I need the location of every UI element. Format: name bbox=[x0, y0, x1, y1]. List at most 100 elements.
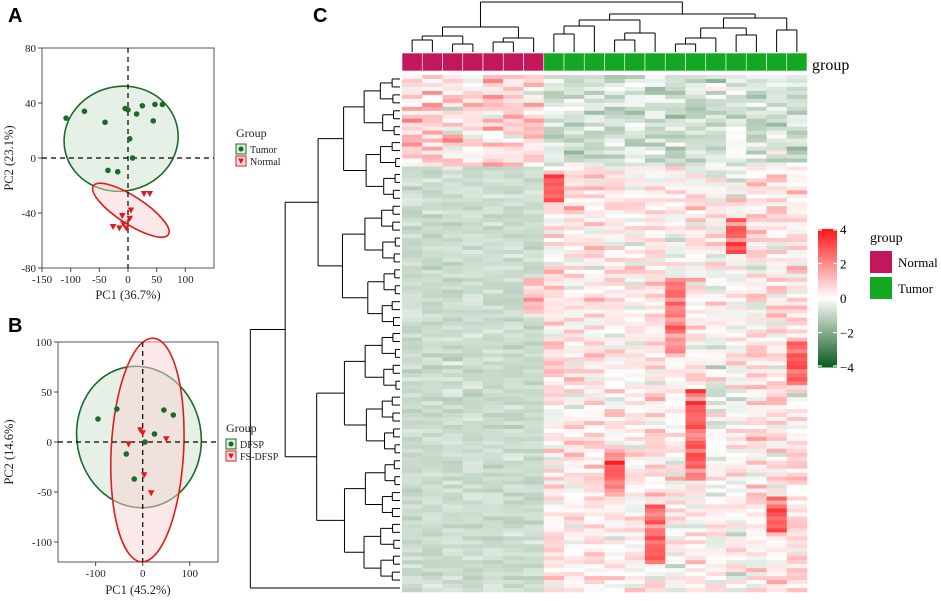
heatmap-cell bbox=[442, 341, 464, 346]
heatmap-cell bbox=[786, 90, 808, 96]
heatmap-cell bbox=[766, 281, 788, 287]
heatmap-cell bbox=[483, 238, 504, 243]
heatmap-cell bbox=[483, 381, 504, 386]
heatmap-cell bbox=[523, 313, 545, 318]
heatmap-cell bbox=[705, 114, 727, 120]
heatmap-cell bbox=[766, 349, 788, 354]
heatmap-cell bbox=[766, 325, 788, 330]
heatmap-cell bbox=[685, 472, 707, 477]
heatmap-cell bbox=[543, 126, 565, 131]
heatmap-cell bbox=[422, 186, 443, 191]
heatmap-cell bbox=[604, 293, 626, 299]
heatmap-cell bbox=[503, 134, 524, 139]
heatmap-cell bbox=[402, 576, 423, 581]
heatmap-cell bbox=[766, 476, 788, 481]
heatmap-cell bbox=[786, 321, 808, 326]
heatmap-cell bbox=[584, 134, 605, 139]
color-scale-step bbox=[818, 362, 837, 366]
heatmap-cell bbox=[442, 166, 464, 171]
heatmap-cell bbox=[786, 349, 808, 354]
heatmap-cell bbox=[685, 106, 707, 112]
heatmap-cell bbox=[624, 460, 646, 466]
heatmap-cell bbox=[462, 178, 484, 183]
heatmap-cell bbox=[604, 325, 626, 330]
heatmap-cell bbox=[422, 452, 443, 458]
heatmap-cell bbox=[766, 361, 788, 366]
heatmap-cell bbox=[584, 202, 605, 207]
heatmap-cell bbox=[442, 432, 464, 438]
heatmap-cell bbox=[422, 317, 443, 322]
panel-letter-c: C bbox=[313, 5, 327, 27]
heatmap-cell bbox=[442, 361, 464, 366]
heatmap-cell bbox=[786, 353, 808, 358]
heatmap-cell bbox=[442, 508, 464, 513]
heatmap-cell bbox=[483, 444, 504, 450]
heatmap-cell bbox=[685, 484, 707, 489]
heatmap-cell bbox=[483, 130, 504, 135]
heatmap-cell bbox=[746, 301, 767, 306]
heatmap-cell bbox=[786, 98, 808, 104]
group-cell-normal bbox=[502, 52, 524, 72]
heatmap-cell bbox=[422, 194, 443, 199]
heatmap-cell bbox=[584, 130, 605, 135]
heatmap-cell bbox=[766, 297, 788, 302]
group-cell-tumor bbox=[624, 52, 646, 72]
heatmap-cell bbox=[503, 409, 524, 414]
heatmap-cell bbox=[665, 246, 686, 251]
heatmap-cell bbox=[422, 126, 443, 131]
heatmap-cell bbox=[442, 329, 464, 334]
heatmap-cell bbox=[665, 138, 686, 143]
heatmap-cell bbox=[624, 110, 646, 116]
heatmap-cell bbox=[402, 281, 423, 287]
heatmap-cell bbox=[402, 230, 423, 235]
heatmap-cell bbox=[685, 301, 707, 306]
heatmap-group-legend: group Normal Tumor bbox=[870, 231, 938, 299]
heatmap-cell bbox=[604, 424, 626, 430]
heatmap-cell bbox=[442, 409, 464, 414]
heatmap-cell bbox=[705, 253, 727, 259]
heatmap-cell bbox=[422, 297, 443, 302]
heatmap-cell bbox=[665, 325, 686, 330]
heatmap-cell bbox=[584, 317, 605, 322]
heatmap-cell bbox=[402, 588, 423, 593]
heatmap-cell bbox=[645, 297, 666, 302]
heatmap-cell bbox=[462, 401, 484, 406]
heatmap-cell bbox=[462, 568, 484, 573]
heatmap-cell bbox=[442, 138, 464, 143]
heatmap-cell bbox=[543, 444, 565, 450]
heatmap-cell bbox=[462, 305, 484, 310]
heatmap-cell bbox=[422, 369, 443, 374]
heatmap-cell bbox=[564, 297, 585, 302]
heatmap-cell bbox=[543, 548, 565, 553]
heatmap-cell bbox=[483, 544, 504, 549]
heatmap-cell bbox=[705, 460, 727, 466]
heatmap-cell bbox=[543, 86, 565, 92]
y-tick-label: 40 bbox=[25, 98, 37, 110]
heatmap-cell bbox=[624, 222, 646, 227]
heatmap-cell bbox=[564, 428, 585, 434]
heatmap-cell bbox=[665, 369, 686, 374]
heatmap-cell bbox=[645, 409, 666, 414]
heatmap-cell bbox=[584, 580, 605, 585]
heatmap-cell bbox=[624, 520, 646, 525]
heatmap-cell bbox=[766, 90, 788, 96]
heatmap-cell bbox=[483, 202, 504, 207]
heatmap-cell bbox=[402, 138, 423, 143]
heatmap-cell bbox=[766, 249, 788, 255]
heatmap-cell bbox=[645, 468, 666, 473]
heatmap-cell bbox=[523, 178, 545, 183]
heatmap-cell bbox=[665, 269, 686, 275]
heatmap-cell bbox=[483, 397, 504, 402]
heatmap-cell bbox=[564, 230, 585, 235]
heatmap-cell bbox=[503, 476, 524, 481]
legend-label-tumor: Tumor bbox=[250, 145, 278, 156]
heatmap-cell bbox=[746, 417, 767, 422]
heatmap-cell bbox=[523, 480, 545, 485]
heatmap-cell bbox=[503, 369, 524, 374]
heatmap-cell bbox=[483, 182, 504, 187]
heatmap-cell bbox=[543, 500, 565, 505]
heatmap-cell bbox=[665, 206, 686, 211]
heatmap-cell bbox=[523, 110, 545, 116]
heatmap-cell bbox=[564, 389, 585, 394]
group-cell-normal bbox=[462, 52, 484, 72]
